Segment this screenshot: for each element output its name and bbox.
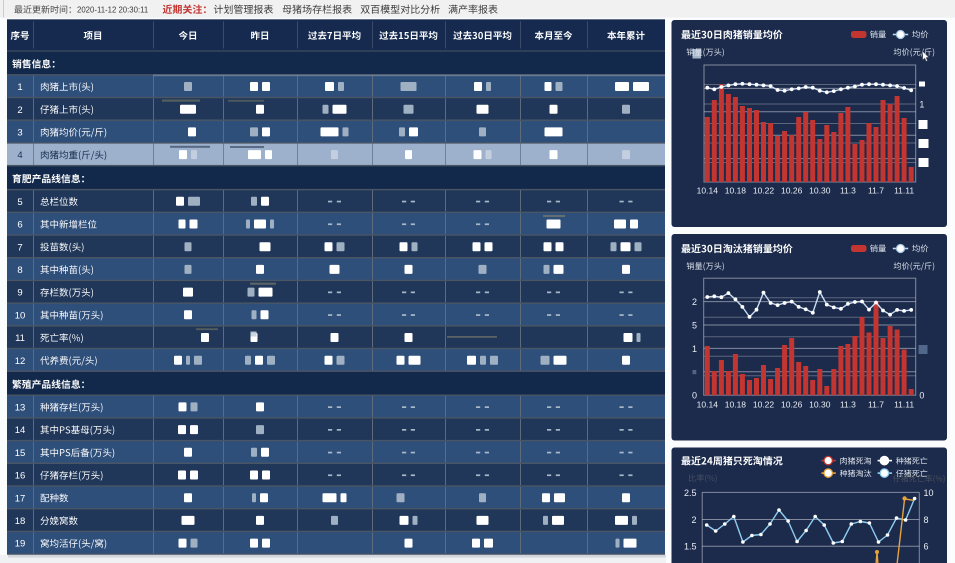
svg-text:10.26: 10.26 <box>781 186 803 196</box>
svg-text:3: 3 <box>17 128 22 139</box>
svg-text:10: 10 <box>15 310 26 321</box>
svg-text:16: 16 <box>15 471 26 482</box>
svg-text:6: 6 <box>924 542 929 552</box>
svg-text:1: 1 <box>17 82 22 93</box>
svg-text:18: 18 <box>15 516 26 527</box>
svg-text:2.5: 2.5 <box>684 488 697 498</box>
svg-text:11.11: 11.11 <box>894 186 914 196</box>
svg-text:10.22: 10.22 <box>753 186 775 196</box>
svg-text:2: 2 <box>691 515 696 525</box>
svg-text:2: 2 <box>17 105 22 116</box>
svg-text:10.14: 10.14 <box>697 186 719 196</box>
svg-text:10.22: 10.22 <box>753 400 775 410</box>
svg-text:10.18: 10.18 <box>725 400 747 410</box>
svg-text:5: 5 <box>17 197 22 208</box>
svg-text:1: 1 <box>692 344 697 354</box>
svg-text:10: 10 <box>924 488 934 498</box>
svg-text:8: 8 <box>17 265 22 276</box>
svg-text:12: 12 <box>15 356 26 367</box>
svg-text:10.30: 10.30 <box>809 186 831 196</box>
svg-text:7: 7 <box>17 242 22 253</box>
svg-text:11.11: 11.11 <box>894 400 914 410</box>
svg-text:11: 11 <box>15 333 25 344</box>
svg-text:8: 8 <box>924 515 929 525</box>
svg-text:1: 1 <box>919 100 924 110</box>
svg-text:19: 19 <box>15 539 26 550</box>
svg-text:1.5: 1.5 <box>684 542 697 552</box>
svg-text:5: 5 <box>692 320 697 330</box>
svg-text:10.18: 10.18 <box>725 186 747 196</box>
svg-text:11.3: 11.3 <box>840 186 856 196</box>
svg-text:10.30: 10.30 <box>809 400 831 410</box>
svg-text:11.3: 11.3 <box>840 400 856 410</box>
svg-text:17: 17 <box>15 493 26 504</box>
svg-text:11.7: 11.7 <box>868 186 884 196</box>
svg-text:4: 4 <box>17 150 22 161</box>
svg-text:13: 13 <box>15 403 26 414</box>
svg-text:10.26: 10.26 <box>781 400 803 410</box>
svg-text:9: 9 <box>17 288 22 299</box>
svg-text:11.7: 11.7 <box>868 400 884 410</box>
svg-text:0: 0 <box>919 391 924 401</box>
svg-text:2020-11-12 20:30:11: 2020-11-12 20:30:11 <box>77 6 148 15</box>
svg-text:15: 15 <box>15 448 26 459</box>
svg-text:10.14: 10.14 <box>697 400 719 410</box>
svg-text:6: 6 <box>17 220 22 231</box>
svg-text:0: 0 <box>692 391 697 401</box>
svg-text:14: 14 <box>15 425 26 436</box>
svg-text:2: 2 <box>692 297 697 307</box>
